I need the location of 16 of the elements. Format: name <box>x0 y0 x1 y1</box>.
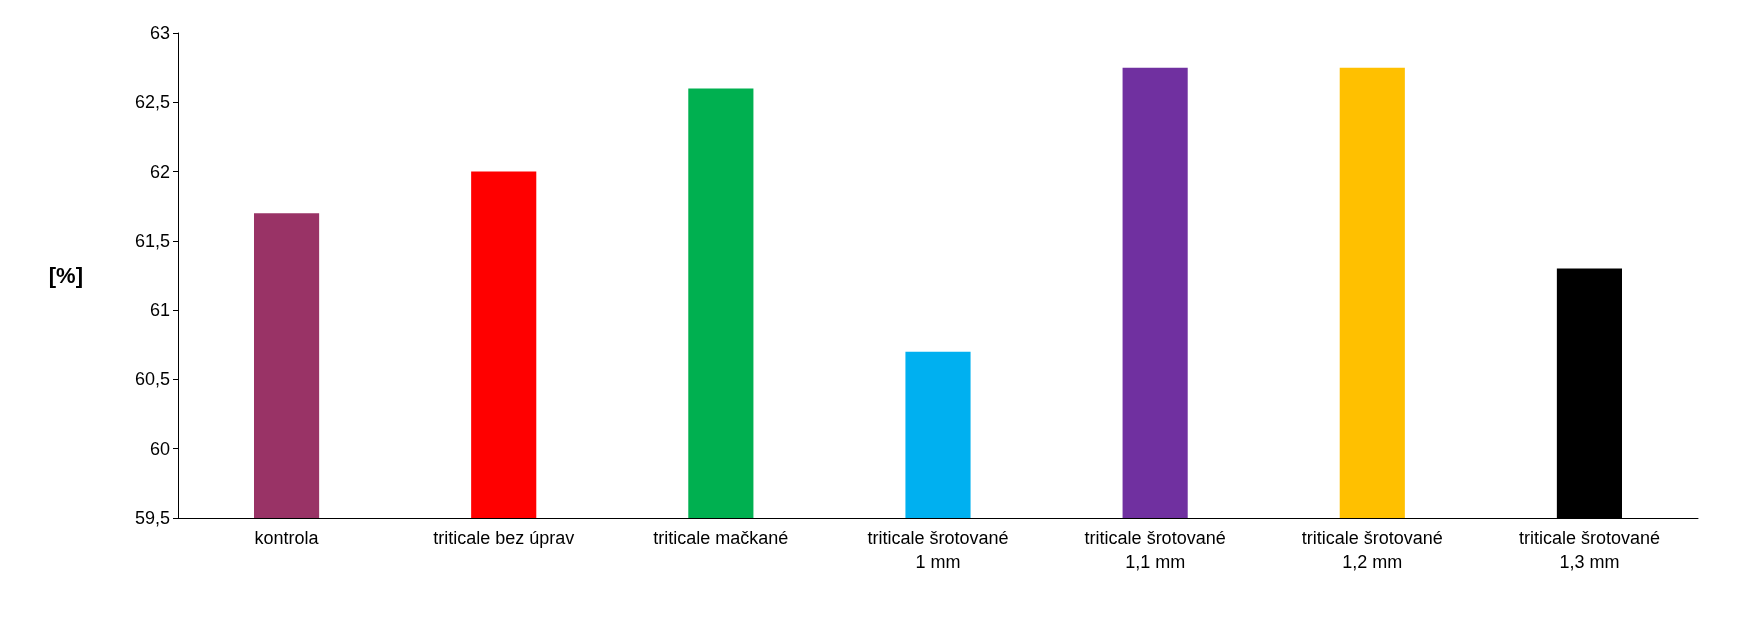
y-tick-label: 62 <box>149 161 170 182</box>
x-tick-label: triticale šrotované 1 mm <box>867 528 1009 572</box>
y-tick-label: 63 <box>149 23 170 43</box>
x-tick-label: triticale šrotované 1,3 mm <box>1518 528 1660 572</box>
y-tick-label: 61 <box>149 300 170 321</box>
y-tick-label: 61,5 <box>134 230 170 251</box>
y-tick-label: 62,5 <box>134 92 170 113</box>
y-tick-label: 60 <box>149 438 170 459</box>
x-tick-label: triticale mačkané <box>653 528 789 548</box>
x-tick-label: kontrola <box>254 528 320 548</box>
y-tick-label: 59,5 <box>134 508 170 528</box>
x-tick-label: triticale šrotované 1,2 mm <box>1301 528 1443 572</box>
x-tick-label: triticale šrotované 1,1 mm <box>1084 528 1226 572</box>
y-tick-label: 60,5 <box>134 369 170 390</box>
y-axis-title: [%] <box>48 263 83 288</box>
x-tick-label: triticale bez úprav <box>433 528 575 548</box>
